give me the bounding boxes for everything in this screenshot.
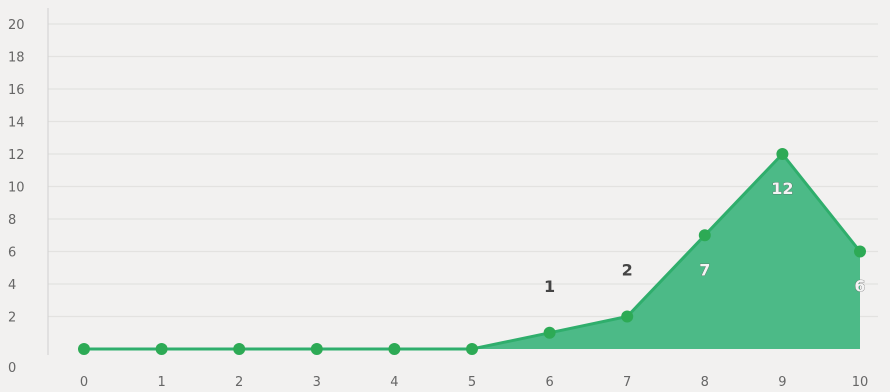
x-tick-label: 6 xyxy=(545,375,553,390)
y-tick-label: 14 xyxy=(8,116,25,131)
data-point xyxy=(698,229,711,242)
y-tick-label: 12 xyxy=(8,148,25,163)
data-point xyxy=(466,343,478,355)
data-point xyxy=(776,148,789,160)
y-tick-label: 6 xyxy=(8,246,16,261)
data-point xyxy=(543,326,556,339)
data-point xyxy=(854,245,866,258)
x-tick-label: 5 xyxy=(468,375,476,390)
y-tick-label: 8 xyxy=(8,213,16,228)
data-point xyxy=(621,310,634,323)
y-tick-label: 2 xyxy=(8,311,16,326)
data-point xyxy=(155,343,168,355)
y-tick-label: 0 xyxy=(8,361,16,376)
y-tick-label: 4 xyxy=(8,278,16,293)
x-tick-label: 8 xyxy=(701,375,709,390)
y-tick-label: 10 xyxy=(8,181,25,196)
data-point xyxy=(310,343,323,355)
x-tick-label: 0 xyxy=(80,375,88,390)
y-tick-label: 16 xyxy=(8,83,25,98)
x-tick-label: 2 xyxy=(235,375,243,390)
y-tick-label: 20 xyxy=(8,18,25,33)
x-tick-label: 7 xyxy=(623,375,631,390)
x-axis-tick-labels: 0 1 2 3 4 5 6 7 8 9 10 xyxy=(80,375,868,390)
data-point-markers xyxy=(78,148,866,355)
x-tick-label: 1 xyxy=(157,375,165,390)
data-label: 2 xyxy=(622,261,633,280)
x-tick-label: 10 xyxy=(852,375,869,390)
data-label: 6 xyxy=(854,277,865,296)
series-area xyxy=(84,154,860,349)
data-point xyxy=(233,343,246,355)
y-axis-tick-labels: 0 2 4 6 8 10 12 14 16 18 20 xyxy=(8,18,25,376)
x-tick-label: 9 xyxy=(778,375,786,390)
y-tick-label: 18 xyxy=(8,51,25,66)
gridlines xyxy=(48,23,878,318)
data-point xyxy=(388,343,401,355)
x-tick-label: 4 xyxy=(390,375,398,390)
data-label: 1 xyxy=(544,277,555,296)
data-point xyxy=(78,343,90,355)
data-label: 12 xyxy=(771,179,793,198)
data-label: 7 xyxy=(699,260,710,279)
x-tick-label: 3 xyxy=(313,375,321,390)
